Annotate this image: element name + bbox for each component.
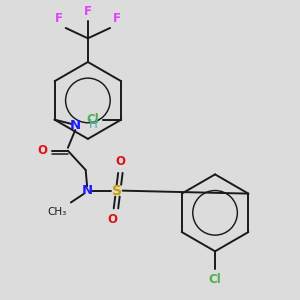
Text: F: F xyxy=(55,12,63,25)
Text: F: F xyxy=(84,4,92,18)
Text: F: F xyxy=(113,12,121,25)
Text: O: O xyxy=(37,144,47,157)
Text: N: N xyxy=(82,184,93,197)
Text: N: N xyxy=(70,119,81,132)
Text: H: H xyxy=(88,118,98,130)
Text: Cl: Cl xyxy=(209,274,221,286)
Text: CH₃: CH₃ xyxy=(47,207,66,217)
Text: O: O xyxy=(107,213,117,226)
Text: Cl: Cl xyxy=(86,113,99,126)
Text: S: S xyxy=(112,184,122,198)
Text: O: O xyxy=(116,155,125,169)
